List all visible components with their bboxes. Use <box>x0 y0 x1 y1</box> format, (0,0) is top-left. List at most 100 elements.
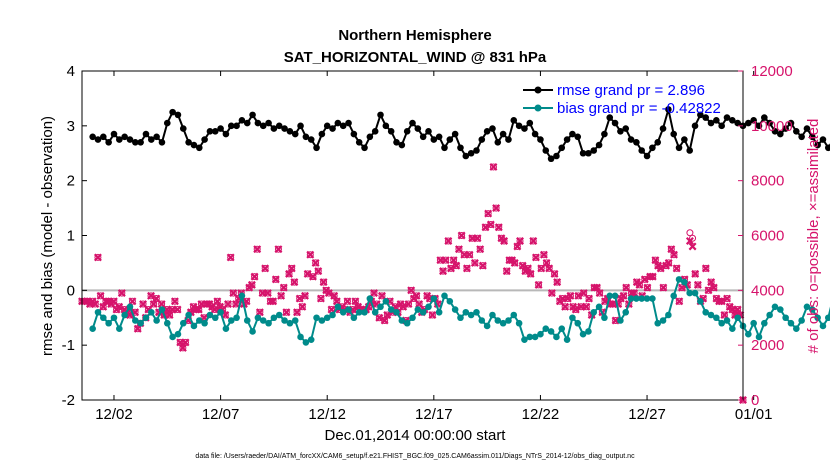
obs-assimilated-marker <box>622 283 631 292</box>
rmse-point <box>430 136 438 143</box>
rmse-point <box>654 138 662 146</box>
obs-assimilated-marker <box>593 283 601 292</box>
obs-assimilated-marker <box>693 280 702 289</box>
obs-possible-marker <box>174 306 182 314</box>
obs-assimilated-marker <box>253 245 262 254</box>
obs-assimilated-marker <box>526 269 535 278</box>
bias-point <box>808 306 816 313</box>
bias-point <box>633 295 640 302</box>
obs-assimilated-marker <box>640 275 649 284</box>
obs-assimilated-marker <box>646 272 655 281</box>
obs-possible-marker <box>643 284 651 292</box>
bias-point <box>414 306 422 313</box>
rmse-point <box>563 136 571 143</box>
rmse-point <box>414 125 422 132</box>
obs-possible-marker <box>694 281 702 289</box>
obs-possible-marker <box>370 289 378 297</box>
y-tick-label: 4 <box>67 63 75 80</box>
bias-point <box>377 303 384 311</box>
obs-assimilated-marker <box>404 300 413 309</box>
rmse-point <box>521 125 528 132</box>
bias-point <box>302 339 310 346</box>
obs-possible-marker <box>476 245 484 253</box>
obs-assimilated-marker <box>147 291 155 300</box>
bias-point <box>638 295 646 302</box>
obs-possible-marker <box>529 237 537 245</box>
y-right-axis-label: # of obs: o=possible, ×=assimilated <box>805 119 822 354</box>
rmse-point <box>441 144 448 152</box>
bias-point <box>611 292 619 300</box>
bias-point <box>259 317 267 324</box>
obs-possible-marker <box>442 256 450 264</box>
obs-possible-marker <box>343 297 351 305</box>
bias-point <box>270 314 278 322</box>
bias-point <box>483 322 491 330</box>
rmse-point <box>100 133 107 141</box>
bias-point <box>627 295 635 302</box>
obs-assimilated-marker <box>550 269 559 278</box>
bias-point <box>777 306 784 313</box>
y-tick-label: -1 <box>62 337 75 354</box>
obs-assimilated-marker <box>231 300 240 309</box>
obs-assimilated-marker <box>457 231 466 240</box>
rmse-point <box>707 119 715 127</box>
obs-possible-marker <box>489 163 497 171</box>
rmse-point <box>782 125 789 132</box>
obs-possible-marker <box>320 278 328 286</box>
obs-assimilated-marker <box>619 291 628 300</box>
obs-possible-marker <box>272 275 280 283</box>
rmse-point <box>323 122 331 130</box>
obs-assimilated-marker <box>704 286 713 295</box>
rmse-point <box>547 155 555 163</box>
rmse-point <box>345 119 352 127</box>
obs-assimilated-marker <box>224 300 232 309</box>
obs-assimilated-marker <box>157 300 166 309</box>
x-tick-label: 12/07 <box>202 406 240 423</box>
bias-point <box>211 314 219 322</box>
rmse-point <box>206 128 214 135</box>
obs-assimilated-marker <box>316 294 325 303</box>
x-tick-label: 12/17 <box>415 406 453 423</box>
obs-assimilated-marker <box>279 283 288 292</box>
bias-point <box>601 314 608 322</box>
bias-point <box>441 292 448 300</box>
obs-assimilated-marker <box>412 291 421 300</box>
rmse-point <box>217 125 224 132</box>
bias-point <box>558 325 566 333</box>
obs-assimilated-marker <box>659 283 668 292</box>
obs-possible-marker <box>551 270 559 278</box>
bias-point <box>329 311 336 319</box>
bias-point <box>579 330 587 338</box>
bias-point <box>430 295 438 302</box>
bias-point <box>643 295 651 302</box>
obs-possible-marker <box>479 262 487 270</box>
bias-point <box>649 295 656 302</box>
obs-assimilated-marker <box>441 256 450 265</box>
rmse-point <box>510 117 518 124</box>
bias-point <box>515 319 523 327</box>
y-tick-label: 2 <box>67 173 75 190</box>
x-axis-ticks: 12/02 12/07 12/12 12/17 12/22 12/27 01/01 <box>95 71 772 423</box>
rmse-point <box>814 141 821 149</box>
rmse-point <box>478 136 486 143</box>
bias-point <box>307 336 315 343</box>
bias-point <box>419 308 427 316</box>
rmse-point <box>270 125 278 132</box>
rmse-point <box>793 128 800 135</box>
bias-point <box>606 292 614 300</box>
bias-point <box>158 306 166 313</box>
obs-possible-marker <box>558 295 566 303</box>
bias-point <box>201 319 208 327</box>
rmse-point <box>259 122 267 130</box>
obs-possible-marker <box>251 273 259 281</box>
bias-point <box>126 303 134 311</box>
bias-point <box>217 308 224 316</box>
y-right-tick-label: 2000 <box>751 337 784 354</box>
obs-possible-marker <box>293 308 301 316</box>
bias-point <box>446 298 454 305</box>
bias-point <box>281 317 288 324</box>
rmse-point <box>494 138 502 146</box>
obs-possible-marker <box>537 264 545 272</box>
obs-assimilated-marker <box>492 204 501 213</box>
obs-assimilated-marker <box>539 250 548 259</box>
